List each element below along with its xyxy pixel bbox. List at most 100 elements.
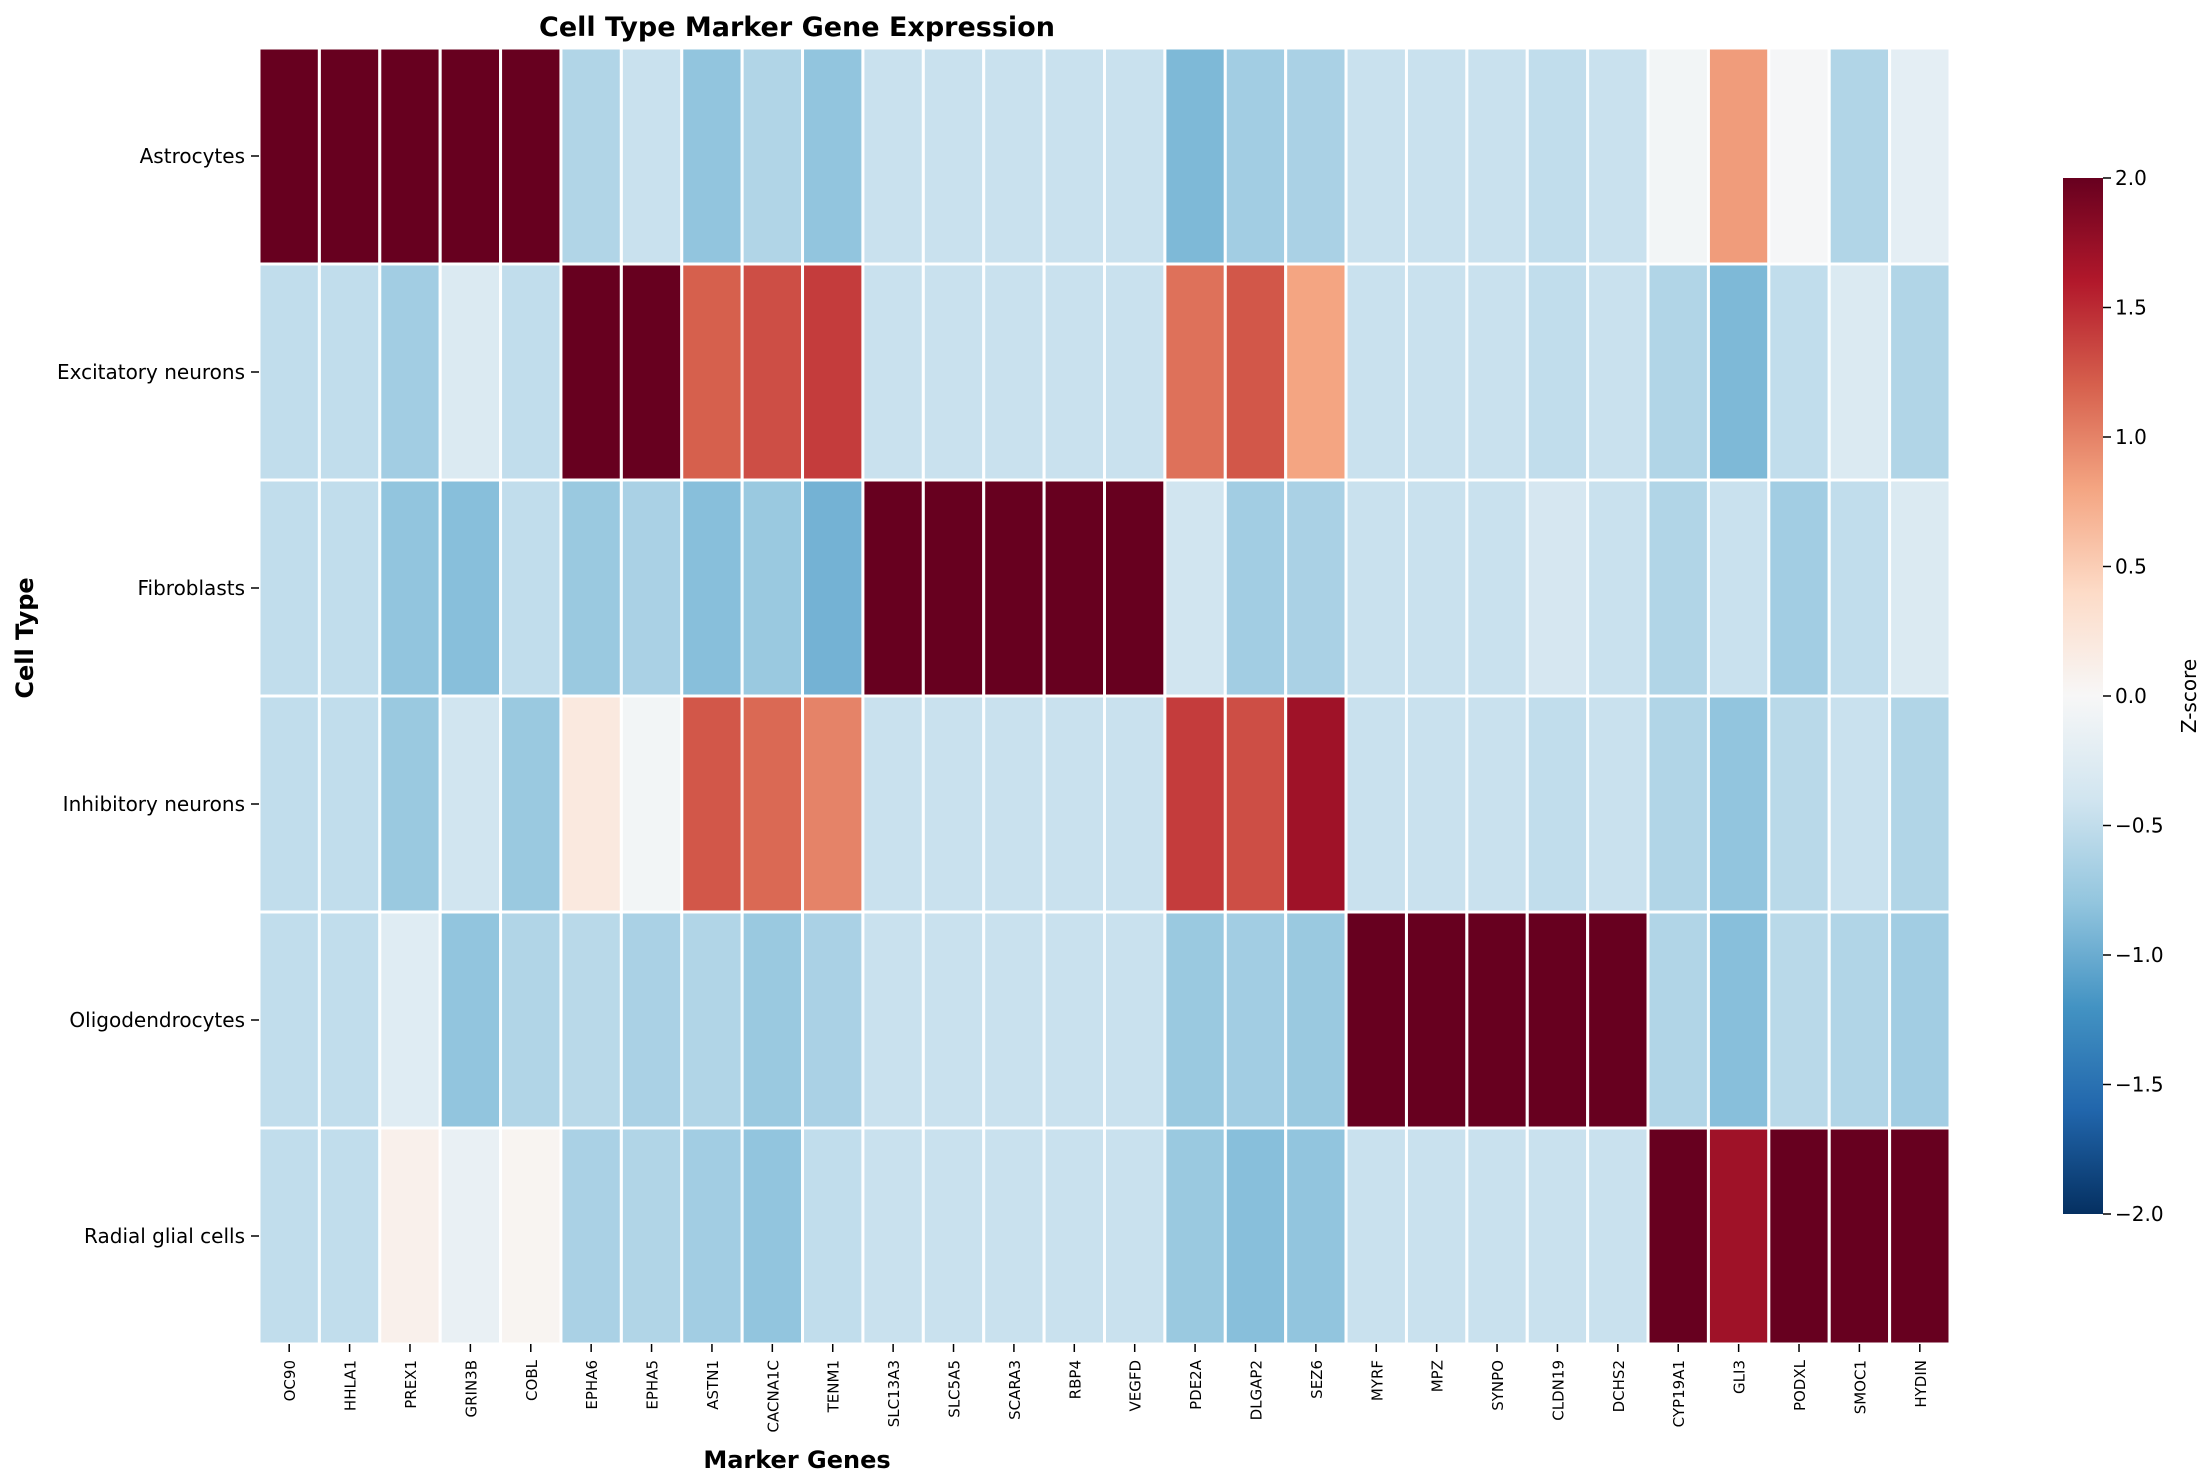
heatmap-cell: [1646, 910, 1710, 1130]
heatmap-cell: [1404, 1126, 1469, 1346]
heatmap-cell: [1163, 694, 1227, 914]
heatmap-cell: [680, 478, 744, 698]
heatmap-cell: [317, 1126, 382, 1346]
heatmap-cell: [1646, 694, 1710, 914]
colorbar-ticks: 2.0 1.5 1.0 0.5 0.0 −0.5 −1.0 −1.5 −2.0: [2103, 166, 2164, 1226]
heatmap-cell: [559, 46, 623, 266]
heatmap-cell: [921, 910, 986, 1130]
heatmap-cell: [499, 478, 563, 698]
heatmap-cell: [619, 910, 684, 1130]
heatmap-cell: [1223, 478, 1288, 698]
heatmap-cell: [438, 478, 503, 698]
heatmap-cell: [1525, 1126, 1590, 1346]
row-label: Excitatory neurons: [57, 360, 245, 384]
heatmap-cell: [1888, 910, 1952, 1130]
heatmap-cell: [1284, 1126, 1348, 1346]
heatmap-cell: [1103, 1126, 1167, 1346]
heatmap-cell: [499, 46, 563, 266]
heatmap-cell: [1706, 910, 1771, 1130]
heatmap-cell: [740, 262, 805, 482]
heatmap-cell: [1586, 694, 1650, 914]
heatmap-cell: [257, 694, 321, 914]
heatmap-cell: [499, 694, 563, 914]
heatmap-cell: [257, 46, 321, 266]
row-label: Radial glial cells: [84, 1224, 245, 1248]
heatmap-cell: [1163, 478, 1227, 698]
heatmap-cell: [1465, 910, 1529, 1130]
heatmap-cell: [1103, 46, 1167, 266]
column-label: MPZ: [1429, 1360, 1447, 1392]
heatmap-cell: [921, 694, 986, 914]
column-label: OC90: [281, 1360, 299, 1401]
heatmap-cell: [1163, 46, 1227, 266]
heatmap-cell: [680, 46, 744, 266]
heatmap-cell: [861, 910, 925, 1130]
colorbar-tick-label: 0.0: [2115, 684, 2147, 708]
heatmap-cell: [1646, 46, 1710, 266]
chart-title: Cell Type Marker Gene Expression: [539, 12, 1055, 43]
colorbar-tick-label: 2.0: [2115, 166, 2147, 190]
heatmap-cell: [1646, 478, 1710, 698]
heatmap-cell: [1888, 46, 1952, 266]
column-label: DCHS2: [1610, 1360, 1628, 1412]
column-label: GRIN3B: [462, 1360, 480, 1418]
heatmap-cell: [1706, 694, 1771, 914]
heatmap-cell: [378, 1126, 442, 1346]
heatmap-cell: [378, 910, 442, 1130]
column-label: EPHA6: [583, 1360, 601, 1410]
heatmap-cell: [1344, 910, 1408, 1130]
heatmap-cell: [1827, 478, 1892, 698]
heatmap-cell: [378, 46, 442, 266]
colorbar-tick-label: −2.0: [2115, 1202, 2164, 1226]
heatmap-cell: [982, 694, 1046, 914]
heatmap-cell: [1586, 46, 1650, 266]
heatmap-cell: [740, 694, 805, 914]
heatmap-cell: [861, 1126, 925, 1346]
heatmap-cell: [1042, 262, 1107, 482]
heatmap-cell: [1042, 1126, 1107, 1346]
colorbar: [2063, 178, 2103, 1214]
column-label: HHLA1: [342, 1360, 360, 1411]
heatmap-cell: [1646, 1126, 1710, 1346]
heatmap-cell: [1344, 694, 1408, 914]
heatmap-cell: [559, 910, 623, 1130]
column-label: TENM1: [825, 1360, 843, 1413]
heatmap-cell: [1404, 262, 1469, 482]
heatmap-cell: [378, 262, 442, 482]
heatmap-cell: [1103, 262, 1167, 482]
heatmap-cell: [1465, 1126, 1529, 1346]
column-label: COBL: [523, 1359, 541, 1401]
heatmap-cell: [1888, 694, 1952, 914]
heatmap-cell: [921, 262, 986, 482]
heatmap-cell: [982, 262, 1046, 482]
heatmap-cell: [1827, 46, 1892, 266]
heatmap-cell: [317, 910, 382, 1130]
heatmap-cell: [801, 910, 865, 1130]
colorbar-tick-label: 1.5: [2115, 296, 2147, 320]
heatmap-cell: [1767, 262, 1831, 482]
column-label: ASTN1: [704, 1360, 722, 1410]
heatmap-cell: [801, 262, 865, 482]
heatmap-cell: [438, 1126, 503, 1346]
colorbar-label: Z-score: [2177, 659, 2201, 733]
row-tick-labels: Astrocytes Excitatory neurons Fibroblasts I…: [57, 144, 259, 1248]
heatmap-cell: [1827, 262, 1892, 482]
heatmap-cell: [378, 694, 442, 914]
heatmap-cell: [1827, 910, 1892, 1130]
heatmap-cell: [740, 910, 805, 1130]
row-label: Astrocytes: [140, 144, 245, 168]
heatmap-cell: [559, 478, 623, 698]
heatmap-cell: [801, 478, 865, 698]
heatmap-cell: [619, 478, 684, 698]
heatmap-cell: [1042, 910, 1107, 1130]
row-label: Inhibitory neurons: [63, 792, 245, 816]
heatmap-cell: [861, 262, 925, 482]
heatmap-cell: [1586, 1126, 1650, 1346]
heatmap-cell: [1525, 910, 1590, 1130]
heatmap-cell: [1767, 46, 1831, 266]
heatmap-cell: [1525, 478, 1590, 698]
heatmap-cell: [1404, 46, 1469, 266]
heatmap-cell: [1525, 46, 1590, 266]
heatmap-cell: [1344, 478, 1408, 698]
